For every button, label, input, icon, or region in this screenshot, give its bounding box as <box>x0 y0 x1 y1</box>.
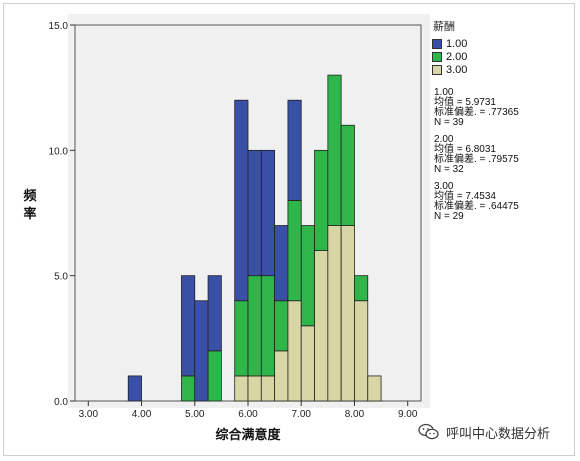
bars-group <box>127 74 382 402</box>
stats-group: 1.00 <box>434 87 454 98</box>
bar-series-2-bin-4 <box>234 99 249 302</box>
stats-group: 3.00 <box>434 181 454 192</box>
bar-series-1-bin-13 <box>354 275 369 302</box>
legend-swatch <box>432 39 442 49</box>
x-axis-label: 综合满意度 <box>215 427 281 443</box>
bar-series-2-bin-3 <box>207 275 222 352</box>
bar-series-0-bin-6 <box>260 375 276 402</box>
x-tick-label-3: 6.00 <box>238 409 258 420</box>
x-tick-label-4: 7.00 <box>291 409 311 420</box>
bar-series-1-bin-6 <box>260 275 276 377</box>
bar-series-1-bin-8 <box>287 200 302 302</box>
stats-n: N = 39 <box>434 117 464 128</box>
axes-group: 0.0 5.0 10.0 15.0 3.00 4.00 5.00 6.00 7.00 8.00 9.… <box>49 21 418 420</box>
stats-n: N = 29 <box>434 211 464 222</box>
bar-series-2-bin-0 <box>127 375 142 402</box>
x-tick-label-1: 4.00 <box>132 409 152 420</box>
bar-series-1-bin-4 <box>234 300 249 377</box>
bar-series-0-bin-11 <box>327 225 342 402</box>
stats-sd: 标准偏差. = .79575 <box>434 154 519 165</box>
stats-block-0: 1.00 均值 = 5.9731 标准偏差. = .77365 N = 39 <box>434 88 519 128</box>
bar-series-2-bin-7 <box>274 225 289 302</box>
stats-sd: 标准偏差. = .77365 <box>434 107 519 118</box>
x-tick-label-6: 9.00 <box>398 409 418 420</box>
watermark-text: 呼叫中心数据分析 <box>446 425 551 441</box>
watermark: 呼叫中心数据分析 <box>418 420 550 444</box>
chart-frame <box>3 3 575 456</box>
stats-mean: 均值 = 7.4534 <box>434 191 496 202</box>
y-axis-label: 频率 <box>23 188 36 222</box>
bar-series-1-bin-10 <box>314 149 329 251</box>
x-tick-label-5: 8.00 <box>345 409 365 420</box>
bar-series-1-bin-7 <box>274 300 289 352</box>
stats-block-1: 2.00 均值 = 6.8031 标准偏差. = .79575 N = 32 <box>434 135 519 175</box>
bar-series-0-bin-9 <box>300 325 315 402</box>
legend-title: 薪酬 <box>433 21 455 33</box>
bar-series-2-bin-5 <box>247 149 262 277</box>
bar-series-1-bin-11 <box>327 74 342 226</box>
stats-mean: 均值 = 6.8031 <box>434 144 496 155</box>
legend-swatch <box>432 65 442 75</box>
y-tick-label-2: 10.0 <box>49 146 69 157</box>
legend-label: 3.00 <box>446 64 468 76</box>
bar-series-0-bin-4 <box>234 375 249 402</box>
bar-series-0-bin-12 <box>340 225 355 402</box>
bar-series-1-bin-5 <box>247 275 262 377</box>
bar-series-0-bin-13 <box>354 300 369 402</box>
bar-series-2-bin-6 <box>260 149 276 277</box>
stats-block-2: 3.00 均值 = 7.4534 标准偏差. = .64475 N = 29 <box>434 182 519 222</box>
bar-series-0-bin-5 <box>247 375 262 402</box>
bar-series-0-bin-7 <box>274 350 289 402</box>
bar-series-1-bin-1 <box>181 375 196 402</box>
bar-series-2-bin-2 <box>194 300 209 402</box>
wechat-icon <box>418 423 439 440</box>
stats-mean: 均值 = 5.9731 <box>434 97 496 108</box>
legend-label: 1.00 <box>446 38 468 50</box>
bar-series-2-bin-8 <box>287 99 302 201</box>
legend-label: 2.00 <box>446 51 468 63</box>
bar-series-1-bin-3 <box>207 350 222 402</box>
stats-sd: 标准偏差. = .64475 <box>434 201 519 212</box>
y-tick-label-1: 5.0 <box>54 272 68 283</box>
bar-series-0-bin-8 <box>287 300 302 402</box>
y-tick-label-3: 15.0 <box>49 21 69 32</box>
bar-series-0-bin-14 <box>367 375 382 402</box>
x-tick-label-0: 3.00 <box>79 409 99 420</box>
legend-swatch <box>432 52 442 62</box>
stats-n: N = 32 <box>434 164 464 175</box>
legend-item-1: 2.00 <box>432 51 467 63</box>
bar-series-2-bin-1 <box>181 275 196 377</box>
stats-group: 2.00 <box>434 134 454 145</box>
x-tick-label-2: 5.00 <box>185 409 205 420</box>
bar-series-1-bin-12 <box>340 124 355 226</box>
legend-item-2: 3.00 <box>432 64 467 76</box>
bar-series-1-bin-9 <box>300 225 315 327</box>
y-tick-label-0: 0.0 <box>54 397 68 408</box>
bar-series-0-bin-10 <box>314 250 329 402</box>
legend-item-0: 1.00 <box>432 38 467 50</box>
